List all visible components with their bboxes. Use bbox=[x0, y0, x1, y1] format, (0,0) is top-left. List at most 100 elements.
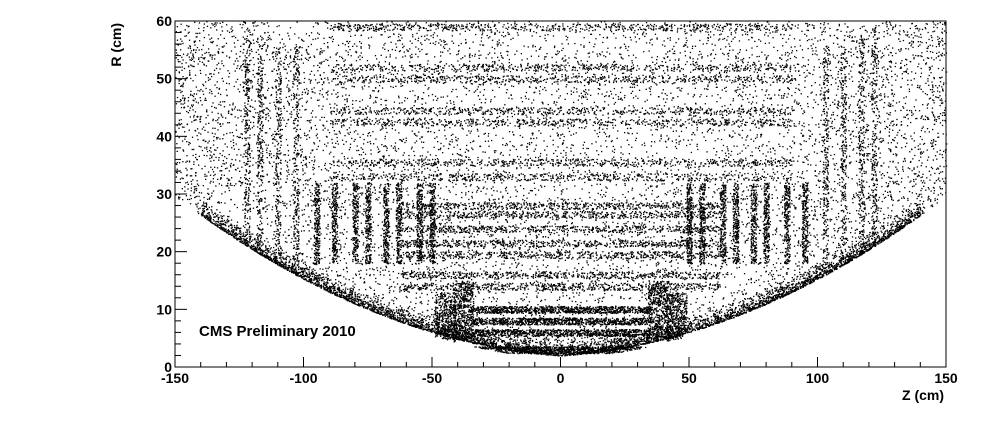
data-point bbox=[823, 22, 825, 24]
data-point bbox=[535, 284, 537, 286]
data-point bbox=[292, 171, 294, 173]
data-point bbox=[755, 126, 757, 128]
data-point bbox=[769, 221, 771, 223]
data-point bbox=[498, 281, 500, 284]
data-point bbox=[537, 268, 539, 271]
data-point bbox=[674, 191, 677, 193]
data-point bbox=[597, 264, 599, 266]
data-point bbox=[252, 74, 254, 76]
data-point bbox=[301, 91, 304, 93]
data-point bbox=[322, 149, 324, 152]
data-point bbox=[673, 324, 675, 326]
data-point bbox=[368, 47, 370, 49]
data-point bbox=[879, 157, 881, 159]
data-point bbox=[223, 106, 226, 108]
data-point bbox=[580, 282, 582, 284]
data-point bbox=[700, 53, 702, 55]
data-point bbox=[383, 245, 385, 247]
data-point bbox=[645, 88, 647, 90]
data-point bbox=[446, 240, 449, 243]
data-point bbox=[714, 235, 717, 237]
data-point bbox=[930, 199, 932, 201]
data-point bbox=[400, 139, 402, 141]
data-point bbox=[700, 122, 702, 125]
data-point bbox=[657, 261, 659, 263]
data-point bbox=[261, 160, 264, 162]
data-point bbox=[349, 146, 351, 149]
data-point bbox=[739, 165, 741, 167]
data-point bbox=[722, 38, 724, 40]
data-point bbox=[565, 86, 567, 88]
data-point bbox=[813, 201, 815, 203]
data-point bbox=[627, 158, 629, 160]
data-point bbox=[270, 156, 273, 159]
data-point bbox=[776, 114, 778, 117]
data-point bbox=[890, 122, 892, 124]
data-point bbox=[578, 262, 580, 265]
data-point bbox=[797, 88, 800, 90]
data-point bbox=[344, 213, 346, 215]
data-point bbox=[856, 152, 858, 154]
data-point bbox=[741, 208, 743, 211]
data-point bbox=[922, 203, 924, 205]
data-point bbox=[406, 296, 408, 299]
data-point bbox=[797, 63, 800, 66]
data-point bbox=[829, 69, 832, 72]
data-point bbox=[883, 31, 885, 33]
data-point bbox=[944, 100, 947, 102]
data-point bbox=[578, 313, 580, 315]
data-point bbox=[513, 259, 516, 261]
data-point bbox=[383, 174, 385, 176]
data-point bbox=[327, 42, 329, 44]
data-point bbox=[446, 169, 448, 172]
data-point bbox=[512, 77, 515, 79]
data-point bbox=[725, 207, 727, 209]
data-point bbox=[762, 232, 764, 235]
data-point bbox=[230, 140, 232, 143]
data-point bbox=[663, 235, 666, 237]
data-point bbox=[179, 196, 181, 199]
data-point bbox=[608, 95, 610, 97]
data-point bbox=[544, 340, 546, 343]
data-point bbox=[942, 83, 945, 86]
data-point bbox=[339, 73, 341, 76]
data-point bbox=[916, 117, 918, 120]
data-point bbox=[448, 189, 450, 192]
data-point bbox=[573, 154, 575, 156]
data-point bbox=[775, 180, 778, 182]
data-point bbox=[368, 229, 370, 232]
data-point bbox=[582, 266, 584, 269]
data-point bbox=[941, 76, 943, 78]
data-point bbox=[758, 60, 760, 62]
data-point bbox=[224, 191, 226, 193]
data-point bbox=[720, 138, 723, 141]
data-point bbox=[506, 221, 509, 223]
data-point bbox=[590, 217, 592, 219]
data-point bbox=[204, 129, 206, 131]
data-point bbox=[483, 211, 485, 213]
data-point bbox=[193, 189, 196, 191]
data-point bbox=[218, 87, 221, 90]
data-point bbox=[211, 132, 214, 134]
data-point bbox=[923, 180, 925, 182]
data-point bbox=[394, 166, 396, 169]
data-point bbox=[177, 61, 180, 63]
data-point bbox=[255, 25, 257, 27]
data-point bbox=[637, 234, 639, 237]
data-point bbox=[216, 64, 218, 66]
data-point bbox=[828, 202, 830, 205]
data-point bbox=[413, 213, 415, 215]
data-point bbox=[643, 28, 645, 30]
data-point bbox=[652, 73, 654, 75]
data-point bbox=[225, 117, 227, 119]
data-point bbox=[791, 200, 793, 202]
data-point bbox=[636, 227, 638, 229]
data-point bbox=[624, 36, 627, 39]
data-point bbox=[884, 128, 886, 130]
data-point bbox=[479, 98, 481, 100]
data-point bbox=[188, 141, 190, 144]
data-point bbox=[636, 178, 638, 180]
data-point bbox=[705, 196, 707, 198]
data-point bbox=[321, 50, 323, 52]
data-point bbox=[251, 50, 253, 53]
